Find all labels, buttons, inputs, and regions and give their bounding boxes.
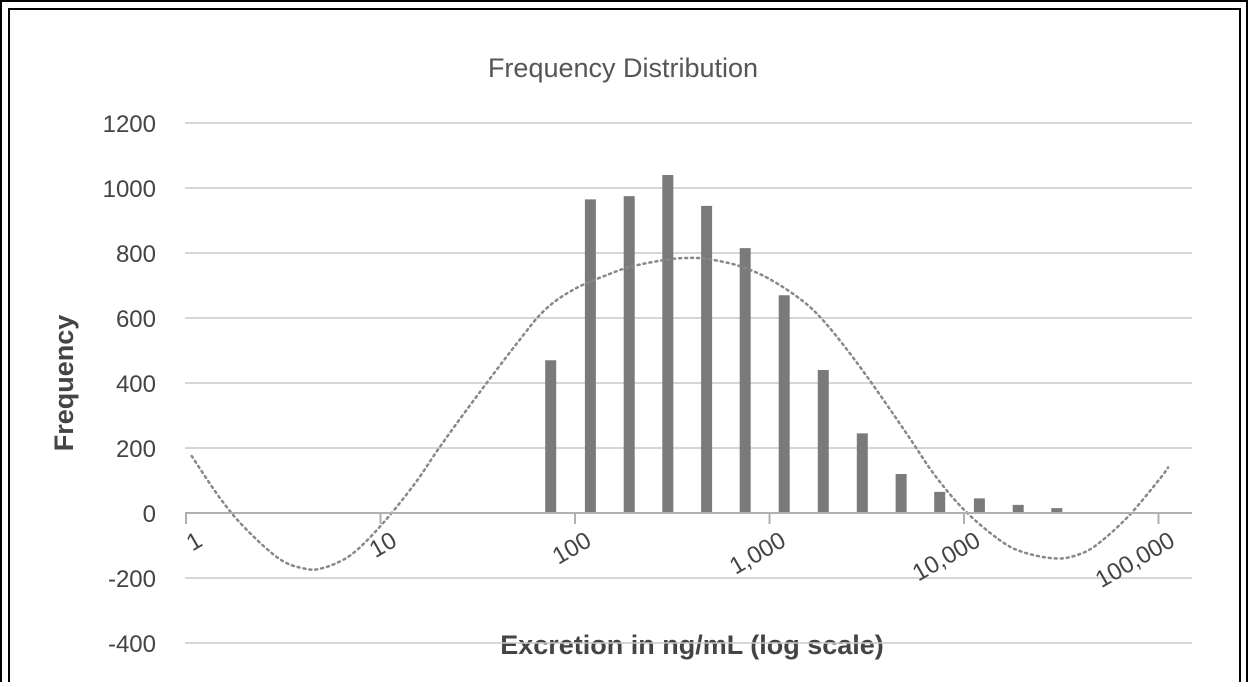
y-tick-label: 800	[116, 241, 156, 268]
bar	[973, 498, 985, 513]
x-axis-label: Excretion in ng/mL (log scale)	[500, 630, 884, 660]
bar	[856, 433, 868, 513]
bar	[1051, 508, 1063, 513]
bar	[778, 295, 790, 513]
fit-curve	[190, 256, 1170, 571]
y-axis-ticks: -400 -200 0 200 400 600 800 1000 1200	[103, 111, 156, 658]
bar	[934, 491, 946, 513]
bar	[739, 248, 751, 513]
y-axis-label: Frequency	[49, 315, 79, 452]
bar	[662, 175, 674, 513]
bar	[623, 196, 635, 513]
x-tick-label: 10	[365, 527, 402, 564]
x-tick-label: 1,000	[725, 527, 791, 580]
x-tick-label: 1	[182, 527, 207, 557]
x-tick-label: 100	[548, 527, 596, 570]
bar	[817, 370, 829, 513]
y-tick-label: 400	[116, 371, 156, 398]
gridlines	[185, 122, 1192, 644]
bar	[895, 474, 907, 513]
y-tick-label: -400	[108, 631, 156, 658]
inner-border	[8, 8, 1241, 687]
x-tick-label: 100,000	[1091, 527, 1180, 594]
y-tick-label: 200	[116, 436, 156, 463]
y-tick-label: 600	[116, 306, 156, 333]
bars	[545, 175, 1063, 513]
chart-title: Frequency Distribution	[488, 53, 758, 83]
y-tick-label: 1200	[103, 111, 156, 138]
y-tick-label: 1000	[103, 176, 156, 203]
y-tick-label: 0	[143, 501, 156, 528]
dotted-fit-curve	[190, 256, 1170, 571]
bar	[584, 199, 596, 513]
bar	[701, 205, 713, 513]
bar	[545, 360, 557, 513]
y-tick-label: -200	[108, 566, 156, 593]
bar	[1012, 504, 1024, 513]
x-axis: 1 10 100 1,000 10,000 100,000	[182, 512, 1192, 594]
